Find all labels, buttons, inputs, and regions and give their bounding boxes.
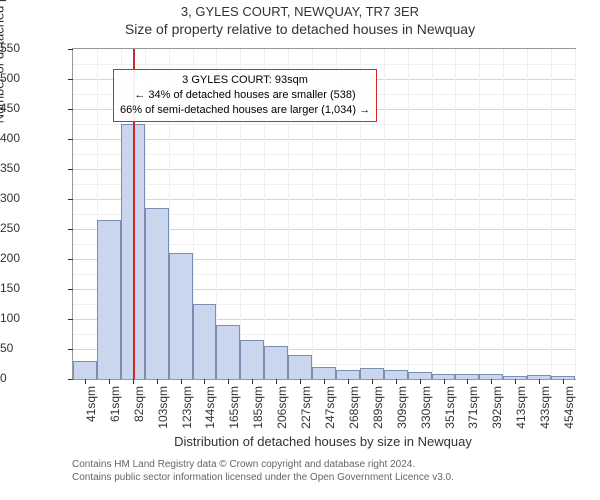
y-tick-label: 400 bbox=[0, 131, 66, 145]
y-tick-label: 100 bbox=[0, 311, 66, 325]
annotation-line: 66% of semi-detached houses are larger (… bbox=[120, 103, 370, 118]
histogram-bar bbox=[360, 368, 384, 379]
x-tick-label: 392sqm bbox=[490, 386, 504, 434]
x-tick-label: 371sqm bbox=[466, 386, 480, 434]
x-tick-label: 268sqm bbox=[347, 386, 361, 434]
histogram-bar bbox=[312, 367, 336, 379]
annotation-box: 3 GYLES COURT: 93sqm← 34% of detached ho… bbox=[113, 69, 377, 122]
histogram-bar bbox=[288, 355, 312, 379]
y-tick-label: 350 bbox=[0, 161, 66, 175]
subtitle: Size of property relative to detached ho… bbox=[0, 21, 600, 37]
histogram-bar bbox=[408, 372, 432, 379]
x-tick-label: 309sqm bbox=[395, 386, 409, 434]
chart-plot-area: 3 GYLES COURT: 93sqm← 34% of detached ho… bbox=[72, 48, 576, 380]
x-tick-label: 61sqm bbox=[108, 386, 122, 434]
histogram-bar bbox=[169, 253, 193, 379]
x-tick-label: 413sqm bbox=[514, 386, 528, 434]
histogram-bar bbox=[73, 361, 97, 379]
y-tick-label: 300 bbox=[0, 191, 66, 205]
x-tick-label: 206sqm bbox=[275, 386, 289, 434]
y-tick-label: 150 bbox=[0, 281, 66, 295]
histogram-bar bbox=[97, 220, 121, 379]
x-tick-label: 454sqm bbox=[562, 386, 576, 434]
histogram-bar bbox=[336, 370, 360, 379]
x-tick-label: 103sqm bbox=[156, 386, 170, 434]
x-tick-label: 185sqm bbox=[251, 386, 265, 434]
x-tick-label: 227sqm bbox=[299, 386, 313, 434]
y-tick-label: 0 bbox=[0, 371, 66, 385]
attribution-footer: Contains HM Land Registry data © Crown c… bbox=[72, 458, 454, 484]
histogram-bar bbox=[216, 325, 240, 379]
histogram-bar bbox=[384, 370, 408, 379]
histogram-bar bbox=[145, 208, 169, 379]
y-tick-label: 550 bbox=[0, 41, 66, 55]
footer-line-2: Contains public sector information licen… bbox=[72, 471, 454, 484]
y-axis-title: Number of detached properties bbox=[0, 0, 7, 123]
histogram-bar bbox=[264, 346, 288, 379]
y-tick-label: 50 bbox=[0, 341, 66, 355]
histogram-bar bbox=[240, 340, 264, 379]
annotation-line: 3 GYLES COURT: 93sqm bbox=[120, 73, 370, 88]
x-tick-label: 330sqm bbox=[419, 386, 433, 434]
x-tick-label: 247sqm bbox=[323, 386, 337, 434]
x-tick-label: 82sqm bbox=[132, 386, 146, 434]
x-tick-label: 351sqm bbox=[443, 386, 457, 434]
x-tick-label: 165sqm bbox=[227, 386, 241, 434]
annotation-line: ← 34% of detached houses are smaller (53… bbox=[120, 88, 370, 103]
x-tick-label: 123sqm bbox=[180, 386, 194, 434]
y-tick-label: 200 bbox=[0, 251, 66, 265]
address-title: 3, GYLES COURT, NEWQUAY, TR7 3ER bbox=[0, 0, 600, 19]
x-tick-label: 144sqm bbox=[203, 386, 217, 434]
footer-line-1: Contains HM Land Registry data © Crown c… bbox=[72, 458, 454, 471]
figure-container: 3, GYLES COURT, NEWQUAY, TR7 3ER Size of… bbox=[0, 0, 600, 500]
histogram-bar bbox=[193, 304, 217, 379]
x-tick-label: 41sqm bbox=[84, 386, 98, 434]
x-tick-label: 289sqm bbox=[371, 386, 385, 434]
y-tick-label: 250 bbox=[0, 221, 66, 235]
x-tick-label: 433sqm bbox=[538, 386, 552, 434]
x-axis-title: Distribution of detached houses by size … bbox=[72, 434, 574, 449]
y-tick-label: 500 bbox=[0, 71, 66, 85]
y-tick-label: 450 bbox=[0, 101, 66, 115]
